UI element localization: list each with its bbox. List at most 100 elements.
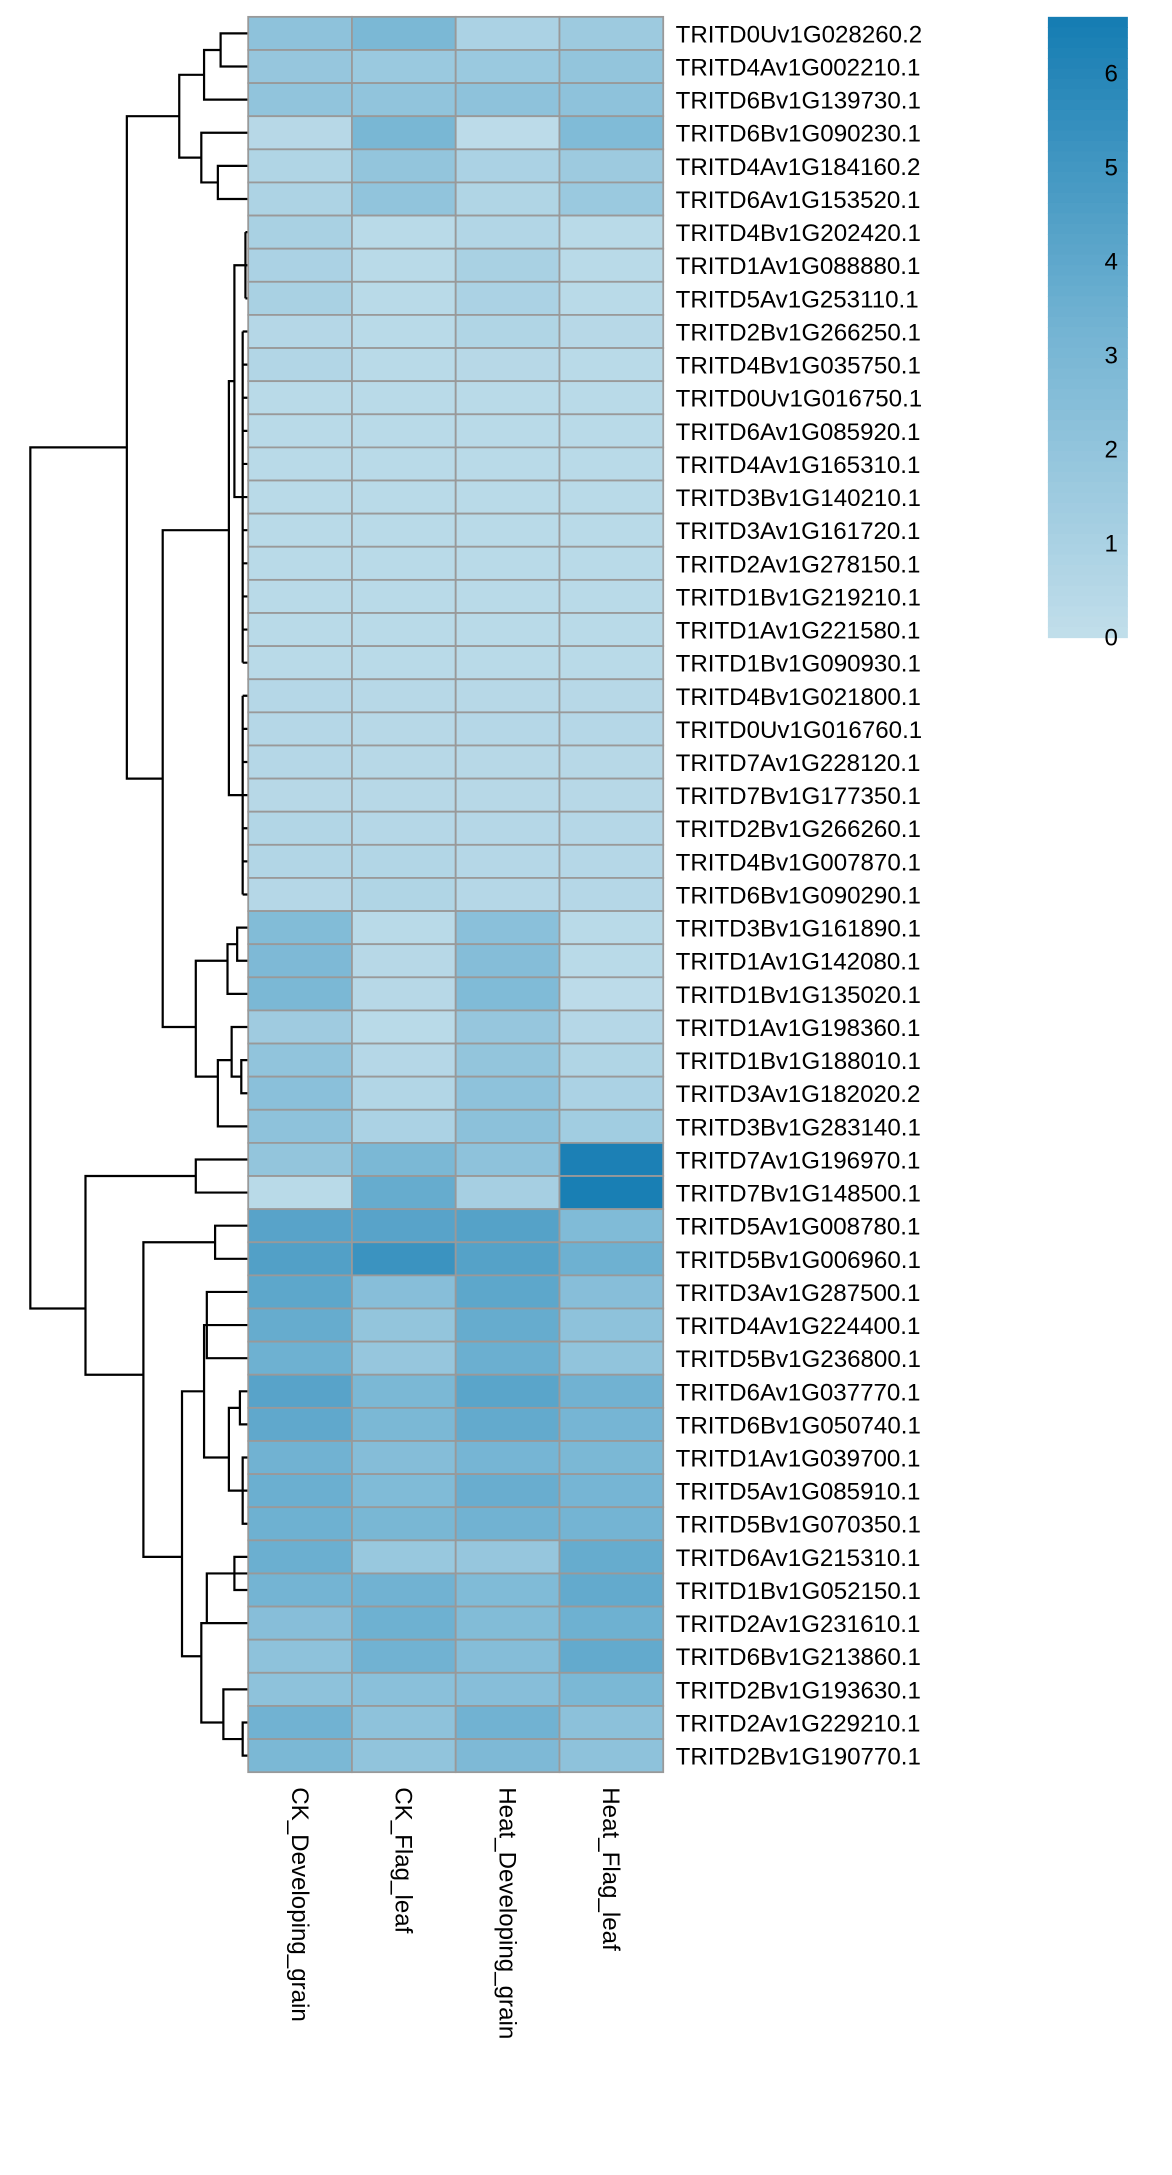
row-labels: TRITD0Uv1G028260.2 TRITD4Av1G002210.1 TRIT…: [676, 21, 923, 1770]
heatmap-cell: [351, 1042, 457, 1078]
heatmap-cell: [247, 910, 353, 946]
heatmap-cell: [351, 744, 457, 780]
legend-color-step: [1047, 296, 1128, 308]
heatmap-cell: [558, 1506, 665, 1542]
heatmap-cell: [558, 1274, 665, 1310]
heatmap-cell: [454, 1075, 561, 1111]
heatmap-cell: [351, 148, 457, 184]
legend-color-step: [1047, 47, 1128, 60]
heatmap-cell: [247, 612, 353, 648]
heatmap-cell: [558, 1108, 665, 1144]
heatmap-cell: [247, 446, 353, 482]
legend-color-step: [1047, 140, 1128, 153]
heatmap-cell: [351, 347, 457, 383]
heatmap-cell: [558, 1208, 665, 1244]
heatmap-cell: [558, 777, 665, 813]
heatmap-cell: [247, 711, 353, 747]
heatmap-cell: [247, 1075, 353, 1111]
legend-color-step: [1047, 368, 1128, 380]
heatmap-cell: [247, 1142, 353, 1177]
row-label: TRITD6Av1G085920.1: [676, 419, 921, 446]
heatmap-cell: [558, 843, 665, 879]
heatmap-cell: [558, 1638, 665, 1674]
heatmap-cell: [351, 976, 457, 1012]
heatmap-cell: [247, 1175, 353, 1211]
color-legend: 0 1 2 3 4 5 6: [1047, 16, 1128, 652]
heatmap-cell: [351, 1274, 457, 1310]
heatmap-cell: [558, 446, 665, 482]
row-label: TRITD6Av1G153520.1: [676, 187, 921, 214]
row-label: TRITD6Av1G215310.1: [676, 1545, 921, 1572]
row-label: TRITD2Av1G278150.1: [676, 551, 921, 578]
row-label: TRITD6Bv1G050740.1: [676, 1412, 921, 1439]
heatmap-cell: [247, 1473, 353, 1509]
heatmap-cell: [454, 545, 561, 581]
heatmap-cell: [558, 82, 665, 118]
legend-color-step: [1047, 68, 1128, 80]
heatmap-cell: [558, 810, 665, 846]
row-dendrogram: [29, 32, 249, 1757]
heatmap-cell: [454, 1340, 561, 1376]
legend-color-step: [1047, 533, 1128, 546]
heatmap-cell: [454, 1142, 561, 1177]
heatmap-cell: [454, 148, 561, 184]
heatmap-cell: [351, 843, 457, 879]
heatmap-cell: [558, 347, 665, 383]
heatmap-cell: [247, 512, 353, 548]
row-label: TRITD2Bv1G266250.1: [676, 319, 921, 346]
legend-color-step: [1047, 595, 1128, 608]
column-label: CK_Flag_leaf: [390, 1787, 417, 1933]
heatmap-cell: [351, 314, 457, 349]
heatmap-cell: [454, 578, 561, 614]
row-label: TRITD0Uv1G016760.1: [676, 717, 923, 744]
heatmap-cell: [247, 1638, 353, 1674]
heatmap-cell: [351, 1638, 457, 1674]
row-label: TRITD6Bv1G090290.1: [676, 882, 921, 909]
heatmap-cell: [558, 678, 665, 714]
heatmap-cell: [454, 810, 561, 846]
heatmap-cell: [247, 214, 353, 250]
heatmap-cell: [247, 1738, 353, 1774]
legend-color-step: [1047, 109, 1128, 122]
heatmap-cell: [454, 711, 561, 747]
heatmap-cell: [351, 1406, 457, 1442]
row-label: TRITD3Av1G161720.1: [676, 518, 921, 545]
legend-color-step: [1047, 523, 1128, 535]
heatmap-cell: [558, 910, 665, 946]
row-label: TRITD1Bv1G188010.1: [676, 1048, 921, 1075]
heatmap-cell: [247, 380, 353, 416]
heatmap-cell: [247, 1274, 353, 1310]
heatmap-cell: [454, 1175, 561, 1211]
heatmap-cell: [454, 1671, 561, 1707]
legend-color-step: [1047, 244, 1128, 256]
legend-color-step: [1047, 337, 1128, 349]
legend-color-step: [1047, 37, 1128, 49]
row-label: TRITD1Bv1G052150.1: [676, 1578, 921, 1605]
heatmap-cell: [454, 1373, 561, 1409]
legend-color-step: [1047, 213, 1128, 225]
heatmap-cell: [558, 645, 665, 681]
heatmap-cell: [454, 115, 561, 151]
heatmap-cell: [247, 82, 353, 118]
heatmap-cell: [558, 1572, 665, 1608]
heatmap-cell: [454, 380, 561, 416]
row-label: TRITD5Av1G085910.1: [676, 1479, 921, 1506]
row-label: TRITD1Bv1G219210.1: [676, 584, 921, 611]
heatmap-cell: [247, 1671, 353, 1707]
heatmap-cell: [454, 612, 561, 648]
heatmap-cell: [351, 877, 457, 912]
legend-color-step: [1047, 347, 1128, 359]
heatmap-cell: [247, 810, 353, 846]
legend-color-step: [1047, 234, 1128, 246]
heatmap-cell: [558, 1705, 665, 1740]
heatmap-cell: [247, 1373, 353, 1409]
heatmap-cell: [247, 1572, 353, 1608]
legend-tick-label: 1: [1104, 531, 1117, 558]
heatmap-cell: [558, 1009, 665, 1045]
heatmap-cell: [351, 1108, 457, 1144]
heatmap-cell: [454, 1208, 561, 1244]
heatmap-cell: [247, 280, 353, 316]
heatmap-cell: [558, 280, 665, 316]
heatmap-cell: [454, 1572, 561, 1608]
